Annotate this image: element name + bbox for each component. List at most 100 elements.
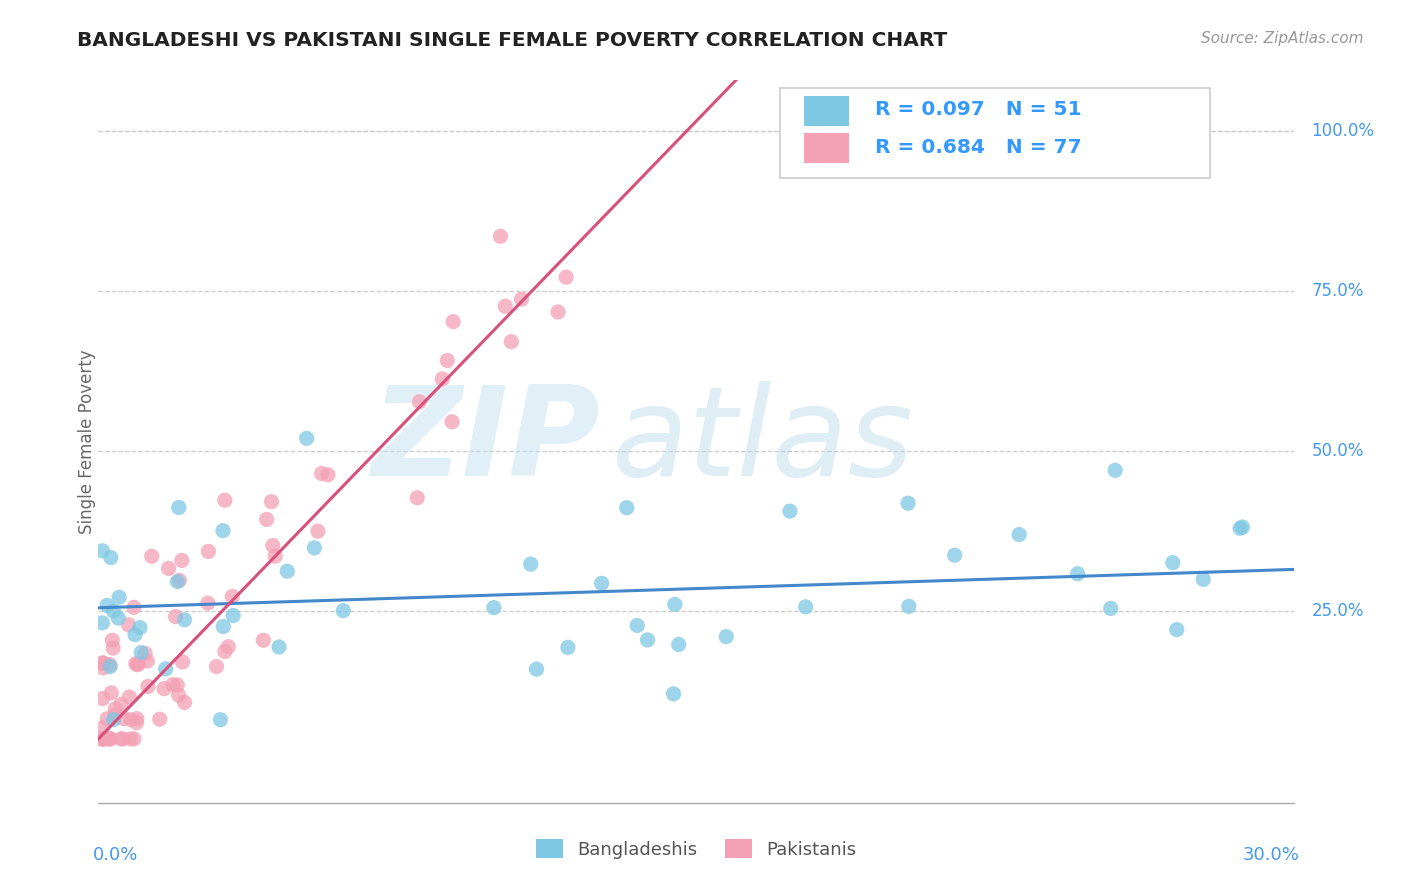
Point [100, 686, 122, 700]
Point [209, 713, 232, 727]
Text: 50.0%: 50.0% [1312, 442, 1364, 460]
Point [166, 574, 188, 589]
Point [124, 627, 146, 641]
Point [212, 524, 235, 538]
Point [197, 596, 219, 610]
Point [205, 659, 228, 673]
Point [100, 731, 122, 746]
Point [149, 712, 172, 726]
Text: atlas: atlas [613, 381, 914, 502]
Point [91, 544, 114, 558]
Point [103, 713, 125, 727]
Point [668, 638, 690, 652]
Point [91, 731, 114, 746]
Point [264, 549, 287, 563]
Text: R = 0.097   N = 51: R = 0.097 N = 51 [875, 100, 1081, 119]
Text: 25.0%: 25.0% [1312, 602, 1364, 620]
Point [316, 467, 339, 482]
Point [91, 731, 114, 746]
Point [112, 711, 135, 725]
Point [636, 632, 658, 647]
Point [167, 688, 190, 702]
Y-axis label: Single Female Poverty: Single Female Poverty [79, 350, 96, 533]
Point [520, 557, 543, 571]
Point [173, 613, 195, 627]
Point [127, 657, 149, 671]
Point [96, 712, 118, 726]
Point [716, 630, 738, 644]
Point [98, 657, 121, 672]
FancyBboxPatch shape [804, 133, 849, 163]
Point [91, 691, 114, 706]
Point [170, 553, 193, 567]
Point [436, 353, 458, 368]
Point [406, 491, 429, 505]
Point [295, 431, 318, 445]
Point [136, 680, 159, 694]
Point [98, 731, 121, 746]
Point [94, 731, 117, 746]
Point [212, 619, 235, 633]
Point [1229, 521, 1251, 535]
Point [197, 544, 219, 558]
Point [897, 599, 920, 614]
Point [101, 633, 124, 648]
Point [100, 550, 122, 565]
Text: Source: ZipAtlas.com: Source: ZipAtlas.com [1201, 31, 1364, 46]
Point [96, 599, 118, 613]
Point [591, 576, 613, 591]
Legend: Bangladeshis, Pakistanis: Bangladeshis, Pakistanis [529, 832, 863, 866]
Point [167, 500, 190, 515]
Point [626, 618, 648, 632]
Point [91, 615, 114, 630]
Point [489, 229, 512, 244]
Point [117, 617, 139, 632]
Point [111, 731, 134, 746]
Text: 30.0%: 30.0% [1243, 847, 1299, 864]
Point [262, 539, 284, 553]
Point [1192, 572, 1215, 586]
Point [136, 654, 159, 668]
Point [311, 467, 333, 481]
Point [120, 731, 142, 746]
Point [173, 695, 195, 709]
Point [104, 707, 127, 722]
Point [221, 590, 243, 604]
Point [1099, 601, 1122, 615]
Point [501, 334, 523, 349]
Point [214, 644, 236, 658]
Point [482, 600, 505, 615]
Point [779, 504, 801, 518]
Point [165, 609, 187, 624]
FancyBboxPatch shape [804, 95, 849, 126]
Point [260, 494, 283, 508]
Point [616, 500, 638, 515]
Point [166, 678, 188, 692]
Point [155, 662, 177, 676]
Point [120, 713, 142, 727]
Point [172, 655, 194, 669]
Point [256, 512, 278, 526]
Point [107, 611, 129, 625]
Text: 0.0%: 0.0% [93, 847, 138, 864]
Point [276, 564, 298, 578]
Point [169, 574, 191, 588]
Point [91, 731, 114, 746]
Point [510, 292, 533, 306]
Point [91, 656, 114, 670]
Point [897, 496, 920, 510]
Point [307, 524, 329, 538]
Point [118, 690, 141, 704]
Text: 100.0%: 100.0% [1312, 122, 1375, 140]
Text: ZIP: ZIP [371, 381, 600, 502]
Point [432, 372, 454, 386]
Point [217, 640, 239, 654]
Point [125, 712, 148, 726]
Point [526, 662, 548, 676]
Point [304, 541, 326, 555]
Point [122, 600, 145, 615]
Point [494, 299, 516, 313]
Point [129, 646, 152, 660]
Point [267, 640, 290, 654]
Point [162, 678, 184, 692]
